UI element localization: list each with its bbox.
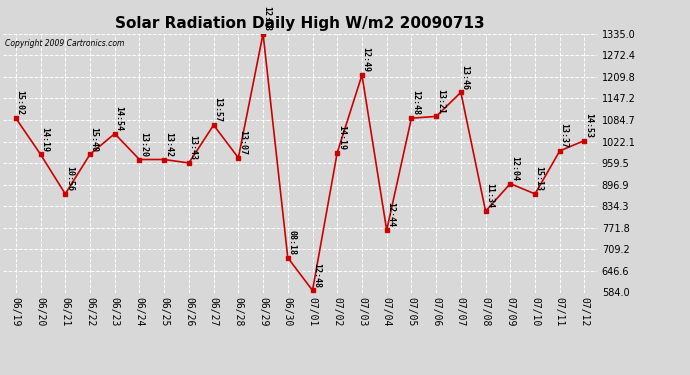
Title: Solar Radiation Daily High W/m2 20090713: Solar Radiation Daily High W/m2 20090713 — [115, 16, 485, 31]
Text: 12:58: 12:58 — [263, 6, 272, 31]
Text: 13:43: 13:43 — [188, 135, 197, 160]
Text: 13:57: 13:57 — [213, 97, 222, 122]
Text: 13:20: 13:20 — [139, 132, 148, 157]
Text: 14:19: 14:19 — [337, 125, 346, 150]
Text: 12:48: 12:48 — [411, 90, 420, 116]
Text: 12:04: 12:04 — [510, 156, 519, 181]
Text: 15:40: 15:40 — [90, 126, 99, 152]
Text: 13:21: 13:21 — [436, 88, 445, 114]
Text: 13:46: 13:46 — [460, 64, 469, 90]
Text: 15:02: 15:02 — [15, 90, 24, 116]
Text: 13:37: 13:37 — [560, 123, 569, 148]
Text: 14:19: 14:19 — [40, 126, 49, 152]
Text: 12:49: 12:49 — [362, 47, 371, 72]
Text: 14:54: 14:54 — [115, 106, 124, 131]
Text: 14:53: 14:53 — [584, 113, 593, 138]
Text: 10:56: 10:56 — [65, 166, 74, 191]
Text: Copyright 2009 Cartronics.com: Copyright 2009 Cartronics.com — [5, 39, 124, 48]
Text: 12:48: 12:48 — [312, 262, 321, 288]
Text: 12:44: 12:44 — [386, 202, 395, 227]
Text: 13:07: 13:07 — [238, 130, 247, 155]
Text: 11:34: 11:34 — [485, 183, 494, 209]
Text: 15:13: 15:13 — [535, 166, 544, 191]
Text: 13:42: 13:42 — [164, 132, 172, 157]
Text: 08:18: 08:18 — [288, 230, 297, 255]
